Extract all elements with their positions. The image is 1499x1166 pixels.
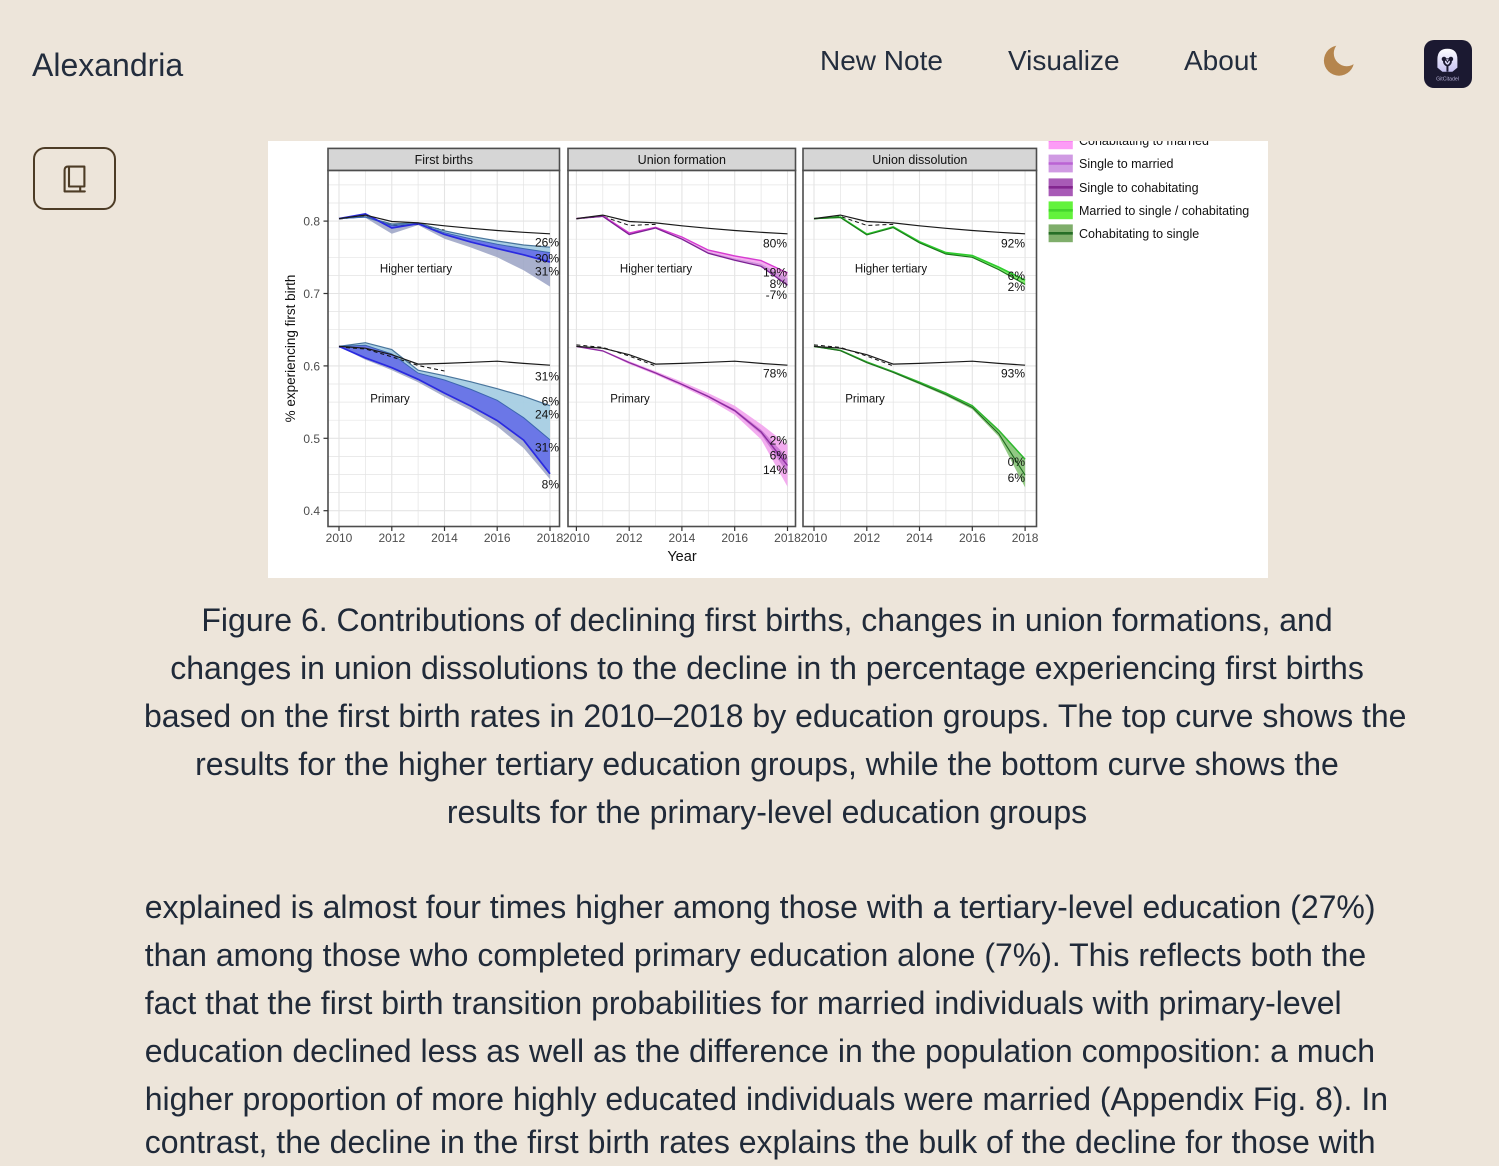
svg-text:Higher tertiary: Higher tertiary — [380, 263, 452, 275]
svg-text:8%: 8% — [770, 277, 788, 291]
svg-text:Single to cohabitating: Single to cohabitating — [1079, 180, 1199, 194]
svg-text:Married to single / cohabitati: Married to single / cohabitating — [1079, 203, 1249, 217]
svg-text:0.4: 0.4 — [303, 504, 320, 518]
svg-text:Year: Year — [667, 549, 696, 565]
svg-text:0.7: 0.7 — [303, 287, 320, 301]
svg-text:0.6: 0.6 — [303, 359, 320, 373]
svg-text:Single to married: Single to married — [1079, 157, 1174, 171]
svg-text:0.8: 0.8 — [303, 214, 320, 228]
svg-text:2012: 2012 — [853, 531, 880, 545]
svg-text:2010: 2010 — [326, 531, 353, 545]
svg-text:2018: 2018 — [537, 531, 564, 545]
svg-text:30%: 30% — [535, 251, 559, 265]
svg-text:% experiencing first birth: % experiencing first birth — [283, 274, 298, 422]
svg-text:2012: 2012 — [616, 531, 643, 545]
svg-text:First births: First births — [415, 153, 473, 167]
svg-text:0%: 0% — [1008, 455, 1026, 469]
svg-text:Primary: Primary — [370, 393, 410, 405]
svg-text:2010: 2010 — [563, 531, 590, 545]
svg-text:92%: 92% — [1001, 236, 1025, 250]
svg-text:6%: 6% — [542, 394, 560, 408]
svg-text:2016: 2016 — [484, 531, 511, 545]
svg-text:2014: 2014 — [431, 531, 458, 545]
svg-text:2%: 2% — [770, 433, 788, 447]
svg-text:2%: 2% — [1008, 280, 1026, 294]
svg-text:Cohabitating to single: Cohabitating to single — [1079, 226, 1199, 240]
svg-text:2016: 2016 — [721, 531, 748, 545]
svg-text:80%: 80% — [763, 236, 787, 250]
svg-text:31%: 31% — [535, 264, 559, 278]
svg-text:GitCitadel: GitCitadel — [1436, 76, 1459, 82]
svg-text:Higher tertiary: Higher tertiary — [855, 263, 927, 275]
svg-text:2014: 2014 — [906, 531, 933, 545]
svg-text:24%: 24% — [535, 407, 559, 421]
svg-text:19%: 19% — [763, 265, 787, 279]
svg-text:14%: 14% — [763, 463, 787, 477]
svg-text:93%: 93% — [1001, 366, 1025, 380]
svg-text:2014: 2014 — [669, 531, 696, 545]
svg-text:0.5: 0.5 — [303, 431, 320, 445]
svg-text:-7%: -7% — [766, 288, 788, 302]
svg-text:78%: 78% — [763, 366, 787, 380]
svg-text:Cohabitating to married: Cohabitating to married — [1079, 141, 1209, 148]
svg-text:8%: 8% — [542, 477, 560, 491]
svg-text:Primary: Primary — [845, 393, 885, 405]
svg-text:Union dissolution: Union dissolution — [872, 153, 967, 167]
svg-text:2016: 2016 — [959, 531, 986, 545]
svg-text:6%: 6% — [770, 448, 788, 462]
svg-text:2012: 2012 — [378, 531, 405, 545]
svg-text:2018: 2018 — [1012, 531, 1039, 545]
svg-text:Higher tertiary: Higher tertiary — [620, 263, 692, 275]
svg-text:31%: 31% — [535, 369, 559, 383]
svg-text:2010: 2010 — [801, 531, 828, 545]
svg-text:6%: 6% — [1008, 268, 1026, 282]
svg-text:2018: 2018 — [774, 531, 801, 545]
svg-text:31%: 31% — [535, 440, 559, 454]
svg-text:6%: 6% — [1008, 470, 1026, 484]
svg-text:Union formation: Union formation — [638, 153, 726, 167]
svg-text:26%: 26% — [535, 235, 559, 249]
svg-text:Primary: Primary — [610, 393, 650, 405]
